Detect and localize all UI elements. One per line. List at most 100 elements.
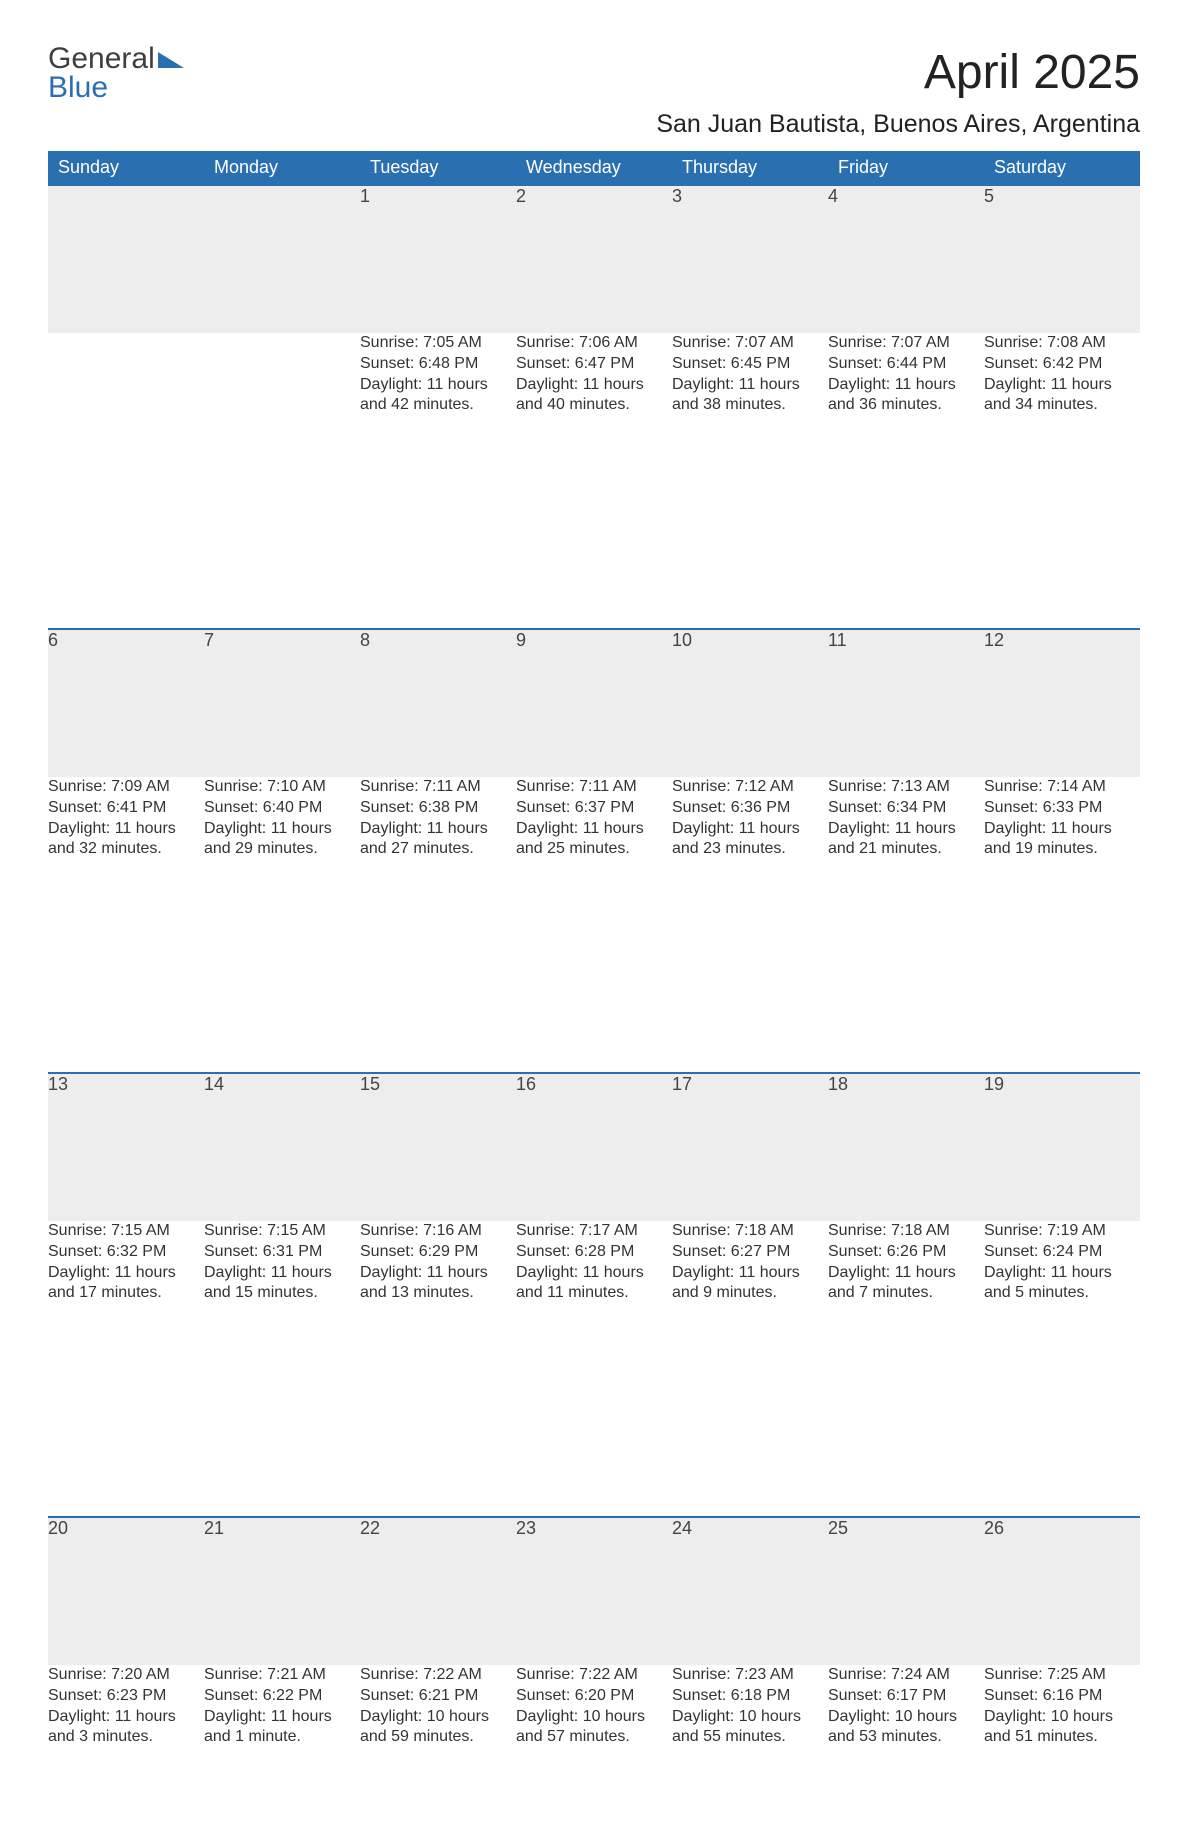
spacer-row — [48, 1369, 1140, 1517]
day-number: 13 — [48, 1073, 204, 1221]
sunrise-text: Sunrise: 7:12 AM — [672, 777, 828, 798]
calendar-table: Sunday Monday Tuesday Wednesday Thursday… — [48, 151, 1140, 1836]
daylight-text: Daylight: 11 hours and 3 minutes. — [48, 1707, 204, 1749]
logo-line2: Blue — [48, 71, 108, 104]
week-daynum-row: 12345 — [48, 185, 1140, 333]
day-cell: Sunrise: 7:16 AMSunset: 6:29 PMDaylight:… — [360, 1221, 516, 1369]
day-number: 22 — [360, 1517, 516, 1665]
day-number: 6 — [48, 629, 204, 777]
sunrise-text: Sunrise: 7:17 AM — [516, 1221, 672, 1242]
sunset-text: Sunset: 6:18 PM — [672, 1686, 828, 1707]
sunrise-text: Sunrise: 7:07 AM — [672, 333, 828, 354]
day-number: 25 — [828, 1517, 984, 1665]
sunrise-text: Sunrise: 7:15 AM — [204, 1221, 360, 1242]
day-number: 7 — [204, 629, 360, 777]
spacer-row — [48, 481, 1140, 629]
daylight-text: Daylight: 11 hours and 42 minutes. — [360, 375, 516, 417]
day-cell: Sunrise: 7:18 AMSunset: 6:27 PMDaylight:… — [672, 1221, 828, 1369]
day-number: 14 — [204, 1073, 360, 1221]
week-content-row: Sunrise: 7:05 AMSunset: 6:48 PMDaylight:… — [48, 333, 1140, 481]
day-number: 8 — [360, 629, 516, 777]
daylight-text: Daylight: 11 hours and 25 minutes. — [516, 819, 672, 861]
sunrise-text: Sunrise: 7:08 AM — [984, 333, 1140, 354]
daylight-text: Daylight: 11 hours and 1 minute. — [204, 1707, 360, 1749]
sunset-text: Sunset: 6:23 PM — [48, 1686, 204, 1707]
spacer-row — [48, 925, 1140, 1073]
sunset-text: Sunset: 6:45 PM — [672, 354, 828, 375]
sunrise-text: Sunrise: 7:14 AM — [984, 777, 1140, 798]
daylight-text: Daylight: 10 hours and 55 minutes. — [672, 1707, 828, 1749]
day-cell: Sunrise: 7:13 AMSunset: 6:34 PMDaylight:… — [828, 777, 984, 925]
day-number: 12 — [984, 629, 1140, 777]
daylight-text: Daylight: 11 hours and 7 minutes. — [828, 1263, 984, 1305]
sunrise-text: Sunrise: 7:09 AM — [48, 777, 204, 798]
daylight-text: Daylight: 11 hours and 32 minutes. — [48, 819, 204, 861]
sunrise-text: Sunrise: 7:10 AM — [204, 777, 360, 798]
empty-day-cell — [204, 333, 360, 481]
weekday-friday: Friday — [828, 151, 984, 185]
day-number: 21 — [204, 1517, 360, 1665]
day-cell: Sunrise: 7:20 AMSunset: 6:23 PMDaylight:… — [48, 1665, 204, 1813]
day-number: 18 — [828, 1073, 984, 1221]
day-number: 24 — [672, 1517, 828, 1665]
sunrise-text: Sunrise: 7:13 AM — [828, 777, 984, 798]
daylight-text: Daylight: 11 hours and 21 minutes. — [828, 819, 984, 861]
day-cell: Sunrise: 7:19 AMSunset: 6:24 PMDaylight:… — [984, 1221, 1140, 1369]
calendar-body: 12345Sunrise: 7:05 AMSunset: 6:48 PMDayl… — [48, 185, 1140, 1836]
daylight-text: Daylight: 11 hours and 27 minutes. — [360, 819, 516, 861]
title-block: April 2025 San Juan Bautista, Buenos Air… — [656, 45, 1140, 139]
daylight-text: Daylight: 11 hours and 38 minutes. — [672, 375, 828, 417]
sunset-text: Sunset: 6:16 PM — [984, 1686, 1140, 1707]
sunrise-text: Sunrise: 7:16 AM — [360, 1221, 516, 1242]
day-cell: Sunrise: 7:22 AMSunset: 6:20 PMDaylight:… — [516, 1665, 672, 1813]
month-title: April 2025 — [656, 45, 1140, 100]
sunset-text: Sunset: 6:31 PM — [204, 1242, 360, 1263]
sunset-text: Sunset: 6:21 PM — [360, 1686, 516, 1707]
spacer-cell — [48, 1369, 1140, 1517]
sunset-text: Sunset: 6:20 PM — [516, 1686, 672, 1707]
day-cell: Sunrise: 7:15 AMSunset: 6:32 PMDaylight:… — [48, 1221, 204, 1369]
day-number: 19 — [984, 1073, 1140, 1221]
day-cell: Sunrise: 7:24 AMSunset: 6:17 PMDaylight:… — [828, 1665, 984, 1813]
week-content-row: Sunrise: 7:15 AMSunset: 6:32 PMDaylight:… — [48, 1221, 1140, 1369]
sunset-text: Sunset: 6:44 PM — [828, 354, 984, 375]
day-cell: Sunrise: 7:17 AMSunset: 6:28 PMDaylight:… — [516, 1221, 672, 1369]
week-content-row: Sunrise: 7:09 AMSunset: 6:41 PMDaylight:… — [48, 777, 1140, 925]
daylight-text: Daylight: 11 hours and 23 minutes. — [672, 819, 828, 861]
sunset-text: Sunset: 6:33 PM — [984, 798, 1140, 819]
week-daynum-row: 13141516171819 — [48, 1073, 1140, 1221]
day-cell: Sunrise: 7:18 AMSunset: 6:26 PMDaylight:… — [828, 1221, 984, 1369]
sunset-text: Sunset: 6:47 PM — [516, 354, 672, 375]
sunrise-text: Sunrise: 7:22 AM — [360, 1665, 516, 1686]
daylight-text: Daylight: 10 hours and 57 minutes. — [516, 1707, 672, 1749]
sunrise-text: Sunrise: 7:20 AM — [48, 1665, 204, 1686]
weekday-wednesday: Wednesday — [516, 151, 672, 185]
day-cell: Sunrise: 7:15 AMSunset: 6:31 PMDaylight:… — [204, 1221, 360, 1369]
sunset-text: Sunset: 6:27 PM — [672, 1242, 828, 1263]
sunrise-text: Sunrise: 7:19 AM — [984, 1221, 1140, 1242]
logo: General Blue — [48, 45, 208, 102]
spacer-cell — [48, 1813, 1140, 1836]
day-cell: Sunrise: 7:07 AMSunset: 6:45 PMDaylight:… — [672, 333, 828, 481]
day-number: 5 — [984, 185, 1140, 333]
day-cell: Sunrise: 7:07 AMSunset: 6:44 PMDaylight:… — [828, 333, 984, 481]
day-cell: Sunrise: 7:14 AMSunset: 6:33 PMDaylight:… — [984, 777, 1140, 925]
weekday-monday: Monday — [204, 151, 360, 185]
day-number: 20 — [48, 1517, 204, 1665]
daylight-text: Daylight: 10 hours and 53 minutes. — [828, 1707, 984, 1749]
daylight-text: Daylight: 11 hours and 36 minutes. — [828, 375, 984, 417]
header: General Blue April 2025 San Juan Bautist… — [48, 45, 1140, 139]
daylight-text: Daylight: 10 hours and 51 minutes. — [984, 1707, 1140, 1749]
sunset-text: Sunset: 6:48 PM — [360, 354, 516, 375]
week-daynum-row: 20212223242526 — [48, 1517, 1140, 1665]
daylight-text: Daylight: 11 hours and 29 minutes. — [204, 819, 360, 861]
daylight-text: Daylight: 11 hours and 15 minutes. — [204, 1263, 360, 1305]
day-number: 2 — [516, 185, 672, 333]
daylight-text: Daylight: 11 hours and 17 minutes. — [48, 1263, 204, 1305]
logo-icon — [158, 45, 184, 74]
sunset-text: Sunset: 6:32 PM — [48, 1242, 204, 1263]
weekday-sunday: Sunday — [48, 151, 204, 185]
day-number: 15 — [360, 1073, 516, 1221]
sunset-text: Sunset: 6:29 PM — [360, 1242, 516, 1263]
day-number: 1 — [360, 185, 516, 333]
